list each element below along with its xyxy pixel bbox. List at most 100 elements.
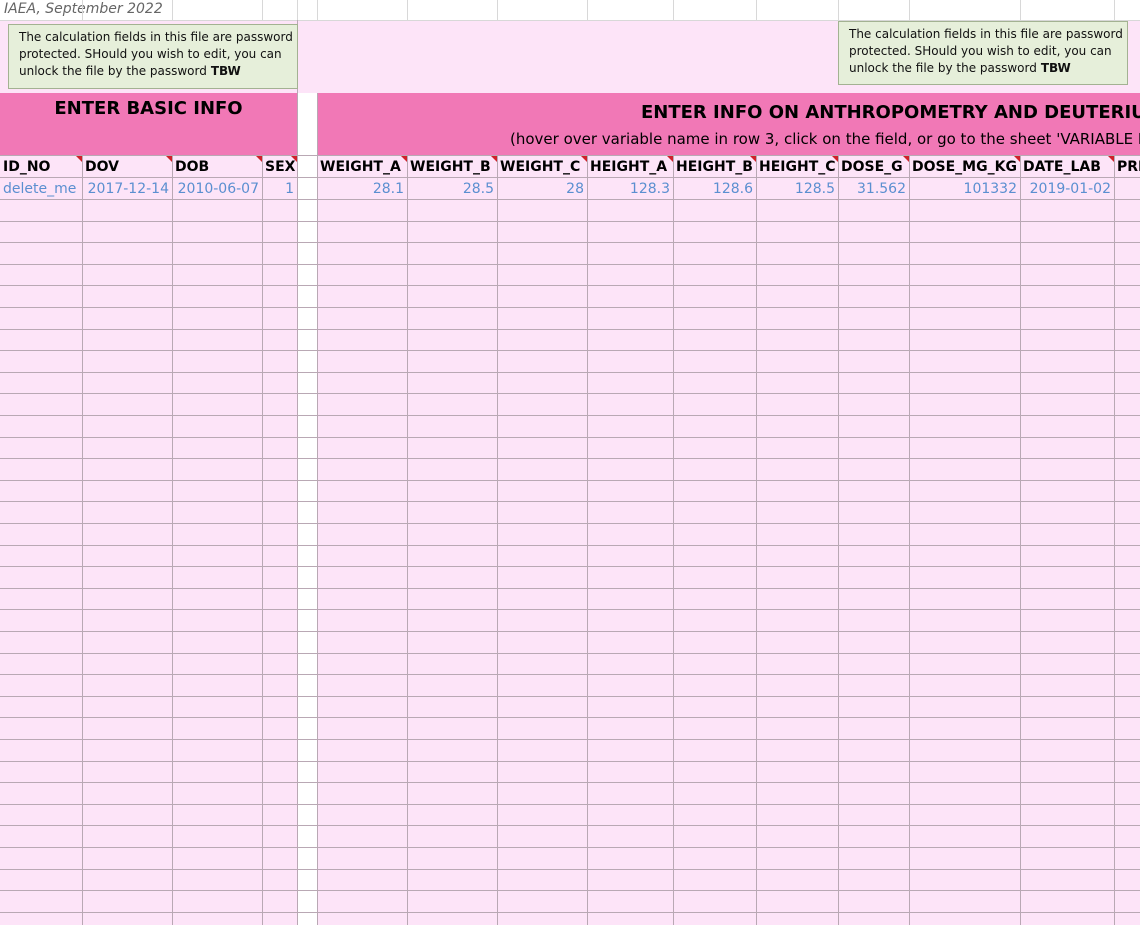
section-title: ENTER BASIC INFO — [54, 98, 243, 119]
grid-line — [0, 782, 1140, 784]
cell: 28 — [566, 181, 584, 197]
comment-indicator — [291, 156, 297, 162]
grid-line — [0, 371, 1140, 373]
grid-line — [909, 0, 910, 20]
column-header: HEIGHT_A — [590, 159, 668, 175]
grid-line — [297, 155, 298, 925]
grid-line — [0, 458, 1140, 460]
grid-line — [0, 199, 1140, 200]
note-text: protected. SHould you wish to edit, you … — [849, 44, 1112, 58]
grid-line — [1020, 0, 1021, 20]
grid-line — [0, 501, 1140, 503]
comment-indicator — [667, 156, 673, 162]
grid-line — [0, 177, 1140, 178]
cell: delete_me — [3, 181, 77, 197]
note-text: The calculation fields in this file are … — [849, 27, 1123, 41]
note: The calculation fields in this file are … — [838, 21, 1128, 85]
grid-line — [0, 479, 1140, 481]
column-header: WEIGHT_B — [410, 159, 491, 175]
grid-line — [172, 0, 173, 20]
grid-line — [82, 0, 83, 20]
grid-line — [172, 155, 173, 925]
grid-line — [0, 609, 1140, 611]
grid-line — [317, 0, 318, 20]
grid-line — [0, 890, 1140, 892]
cell: 2017-12-14 — [87, 181, 169, 197]
grid-line — [0, 760, 1140, 762]
grid-line — [407, 0, 408, 20]
section-title: ENTER INFO ON ANTHROPOMETRY AND DEUTERIU… — [641, 102, 1140, 123]
grid-line — [317, 155, 318, 925]
grid-line — [0, 803, 1140, 805]
grid-line — [297, 0, 298, 20]
column-header: DOSE_G — [841, 159, 903, 175]
grid-line — [0, 695, 1140, 697]
grid-line — [0, 307, 1140, 308]
note-line: unlock the file by the password TBW — [19, 63, 287, 80]
comment-indicator — [1014, 156, 1020, 162]
note-text: protected. SHould you wish to edit, you … — [19, 47, 282, 61]
note-line: The calculation fields in this file are … — [849, 26, 1123, 43]
column-header: DOB — [175, 159, 210, 175]
column-header: HEIGHT_B — [676, 159, 753, 175]
cell: 2010-06-07 — [177, 181, 259, 197]
grid-line — [0, 587, 1140, 589]
grid-line — [673, 155, 674, 925]
grid-line — [756, 155, 757, 925]
grid-line — [407, 155, 408, 925]
grid-line — [0, 739, 1140, 740]
note-line: unlock the file by the password TBW — [849, 60, 1117, 77]
cell: 101332 — [963, 181, 1017, 197]
comment-indicator — [581, 156, 587, 162]
note: The calculation fields in this file are … — [8, 24, 298, 89]
grid-line — [0, 868, 1140, 870]
grid-line — [497, 0, 498, 20]
grid-line — [838, 155, 839, 925]
grid-line — [82, 155, 83, 925]
comment-indicator — [256, 156, 262, 162]
note-text: The calculation fields in this file are … — [19, 30, 293, 44]
section-subtitle: (hover over variable name in row 3, clic… — [510, 130, 1140, 148]
grid-line — [0, 242, 1140, 244]
grid-line — [838, 0, 839, 20]
grid-line — [0, 911, 1140, 913]
grid-line — [0, 393, 1140, 395]
column-header: SEX — [265, 159, 296, 175]
grid-line — [0, 652, 1140, 654]
column-header: DOV — [85, 159, 119, 175]
banner — [317, 93, 1140, 155]
cell: 1 — [285, 181, 294, 197]
grid-line — [0, 155, 1140, 156]
grid-line — [0, 285, 1140, 287]
cell: 31.562 — [857, 181, 906, 197]
comment-indicator — [401, 156, 407, 162]
cell: 128.5 — [794, 181, 835, 197]
grid-line — [909, 155, 910, 925]
comment-indicator — [750, 156, 756, 162]
comment-indicator — [166, 156, 172, 162]
comment-indicator — [1108, 156, 1114, 162]
grid-line — [673, 0, 674, 20]
grid-line — [0, 847, 1140, 848]
grid-line — [317, 93, 318, 155]
column-header: DOSE_MG_KG — [912, 159, 1017, 175]
grid-line — [497, 155, 498, 925]
grid-line — [0, 566, 1140, 568]
column-header: WEIGHT_A — [320, 159, 401, 175]
grid-line — [1114, 0, 1115, 20]
grid-line — [0, 263, 1140, 265]
grid-line — [756, 0, 757, 20]
note-line: protected. SHould you wish to edit, you … — [19, 46, 287, 63]
note-password: TBW — [210, 64, 241, 78]
column-header: WEIGHT_C — [500, 159, 581, 175]
grid-line — [0, 717, 1140, 719]
cell: 28.5 — [462, 181, 494, 197]
note-line: protected. SHould you wish to edit, you … — [849, 43, 1117, 60]
note-text: unlock the file by the password — [19, 64, 207, 78]
comment-indicator — [832, 156, 838, 162]
grid-line — [0, 674, 1140, 676]
grid-line — [0, 350, 1140, 352]
cell: 128.3 — [629, 181, 670, 197]
grid-line — [262, 0, 263, 20]
